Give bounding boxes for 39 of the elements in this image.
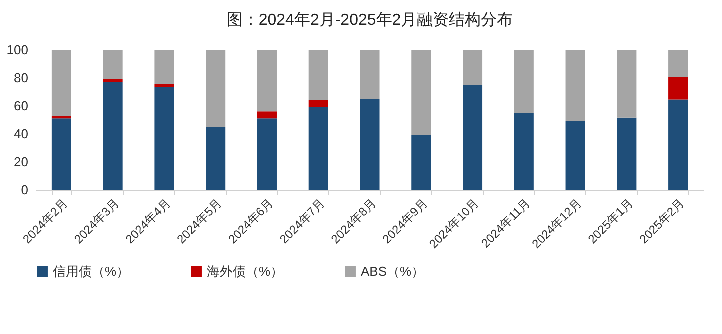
y-tick-label: 100 xyxy=(6,42,28,58)
bar xyxy=(308,50,328,100)
bar xyxy=(668,100,688,190)
bar xyxy=(52,118,72,190)
chart-title: 图：2024年2月-2025年2月融资结构分布 xyxy=(226,11,514,29)
bar xyxy=(617,118,637,190)
bar xyxy=(412,50,432,136)
bar xyxy=(514,50,534,113)
bar xyxy=(668,50,688,78)
bar xyxy=(360,99,380,190)
y-tick-label: 20 xyxy=(14,154,28,170)
bar xyxy=(206,127,226,190)
bar xyxy=(566,121,586,190)
legend-label: 信用债（%） xyxy=(53,264,130,279)
bar xyxy=(308,100,328,108)
bar xyxy=(463,50,483,85)
bar xyxy=(257,50,277,112)
bar xyxy=(154,50,174,84)
bar xyxy=(360,50,380,99)
bar xyxy=(206,50,226,127)
bar xyxy=(514,113,534,190)
bar xyxy=(308,107,328,190)
y-tick-label: 60 xyxy=(14,98,28,114)
bar xyxy=(154,87,174,190)
bar xyxy=(103,50,123,80)
bar xyxy=(257,112,277,119)
y-tick-label: 0 xyxy=(21,182,28,198)
y-tick-label: 40 xyxy=(14,126,28,142)
bar xyxy=(257,118,277,190)
bar xyxy=(412,135,432,190)
bar xyxy=(103,82,123,190)
y-tick-label: 80 xyxy=(14,70,28,86)
legend-label: 海外债（%） xyxy=(207,264,284,279)
bar xyxy=(52,50,72,116)
bar xyxy=(566,50,586,122)
bar xyxy=(668,77,688,100)
legend-label: ABS（%） xyxy=(361,264,425,279)
bar xyxy=(617,50,637,118)
bar xyxy=(463,85,483,190)
